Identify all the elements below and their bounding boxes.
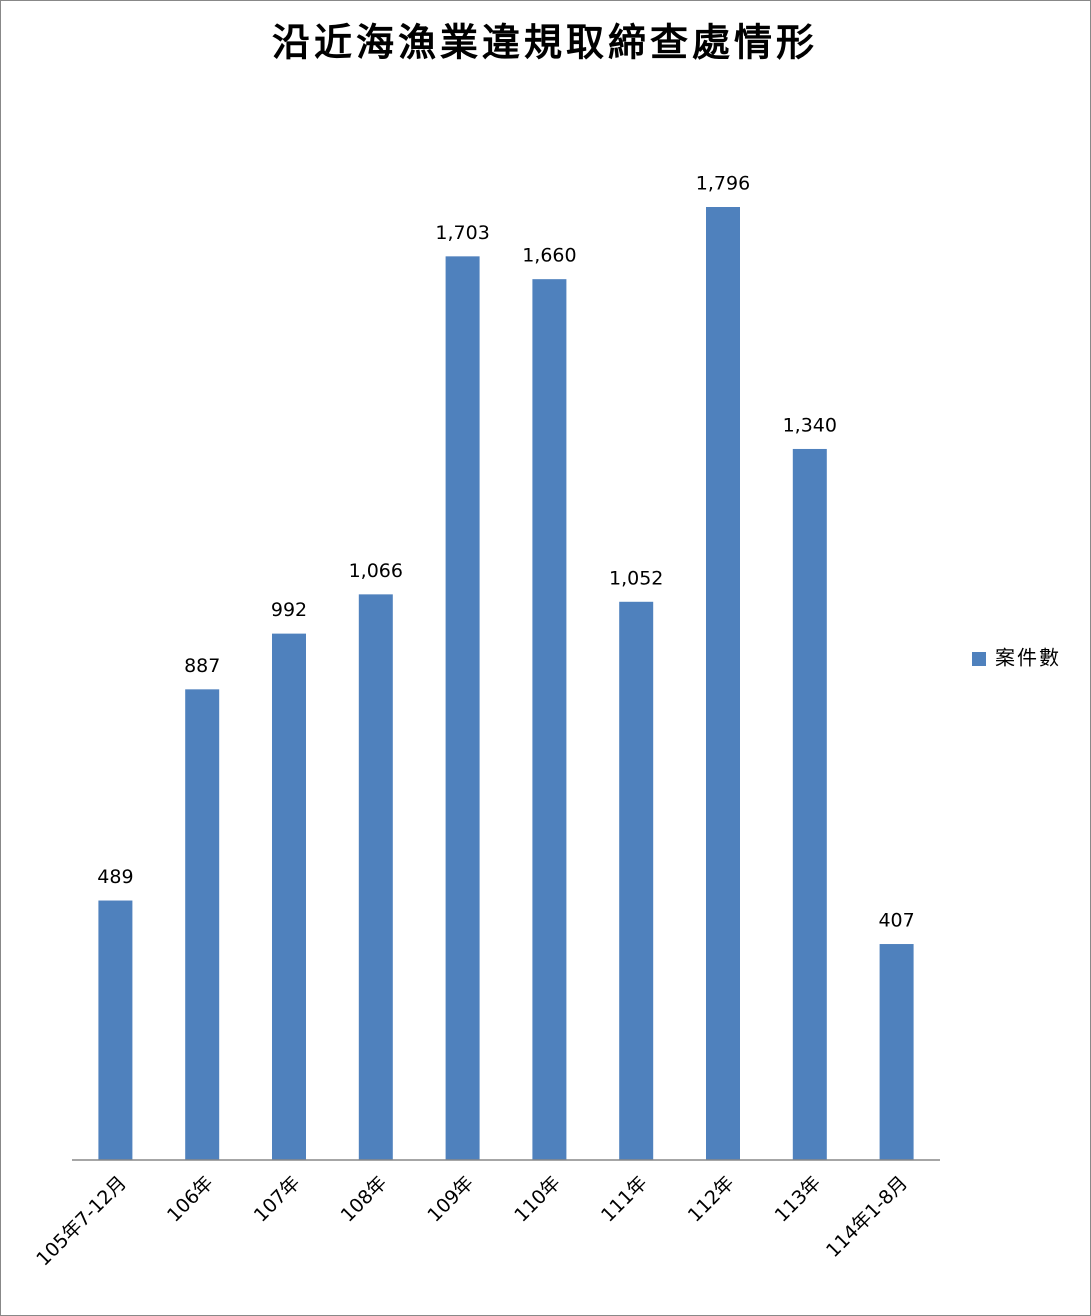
data-label: 1,066 — [349, 560, 403, 582]
chart-title: 沿近海漁業違規取締查處情形 — [272, 20, 818, 65]
bar — [445, 256, 480, 1160]
bar — [532, 279, 567, 1161]
data-label: 1,660 — [522, 245, 576, 267]
data-label: 489 — [97, 866, 133, 888]
data-label: 1,052 — [609, 567, 663, 589]
legend-label: 案件數 — [995, 646, 1061, 670]
data-label: 407 — [878, 910, 914, 932]
data-label: 1,796 — [696, 173, 750, 195]
bar — [358, 594, 393, 1160]
legend-swatch — [972, 652, 986, 666]
data-label: 1,703 — [435, 222, 489, 244]
data-label: 992 — [271, 599, 307, 621]
bar — [619, 601, 654, 1160]
bar — [98, 900, 133, 1160]
bar — [706, 207, 740, 1160]
bar — [272, 633, 306, 1160]
data-label: 1,340 — [783, 414, 837, 436]
data-label: 887 — [184, 655, 220, 677]
bar — [879, 944, 914, 1160]
bar — [792, 448, 827, 1160]
bar — [185, 689, 220, 1160]
